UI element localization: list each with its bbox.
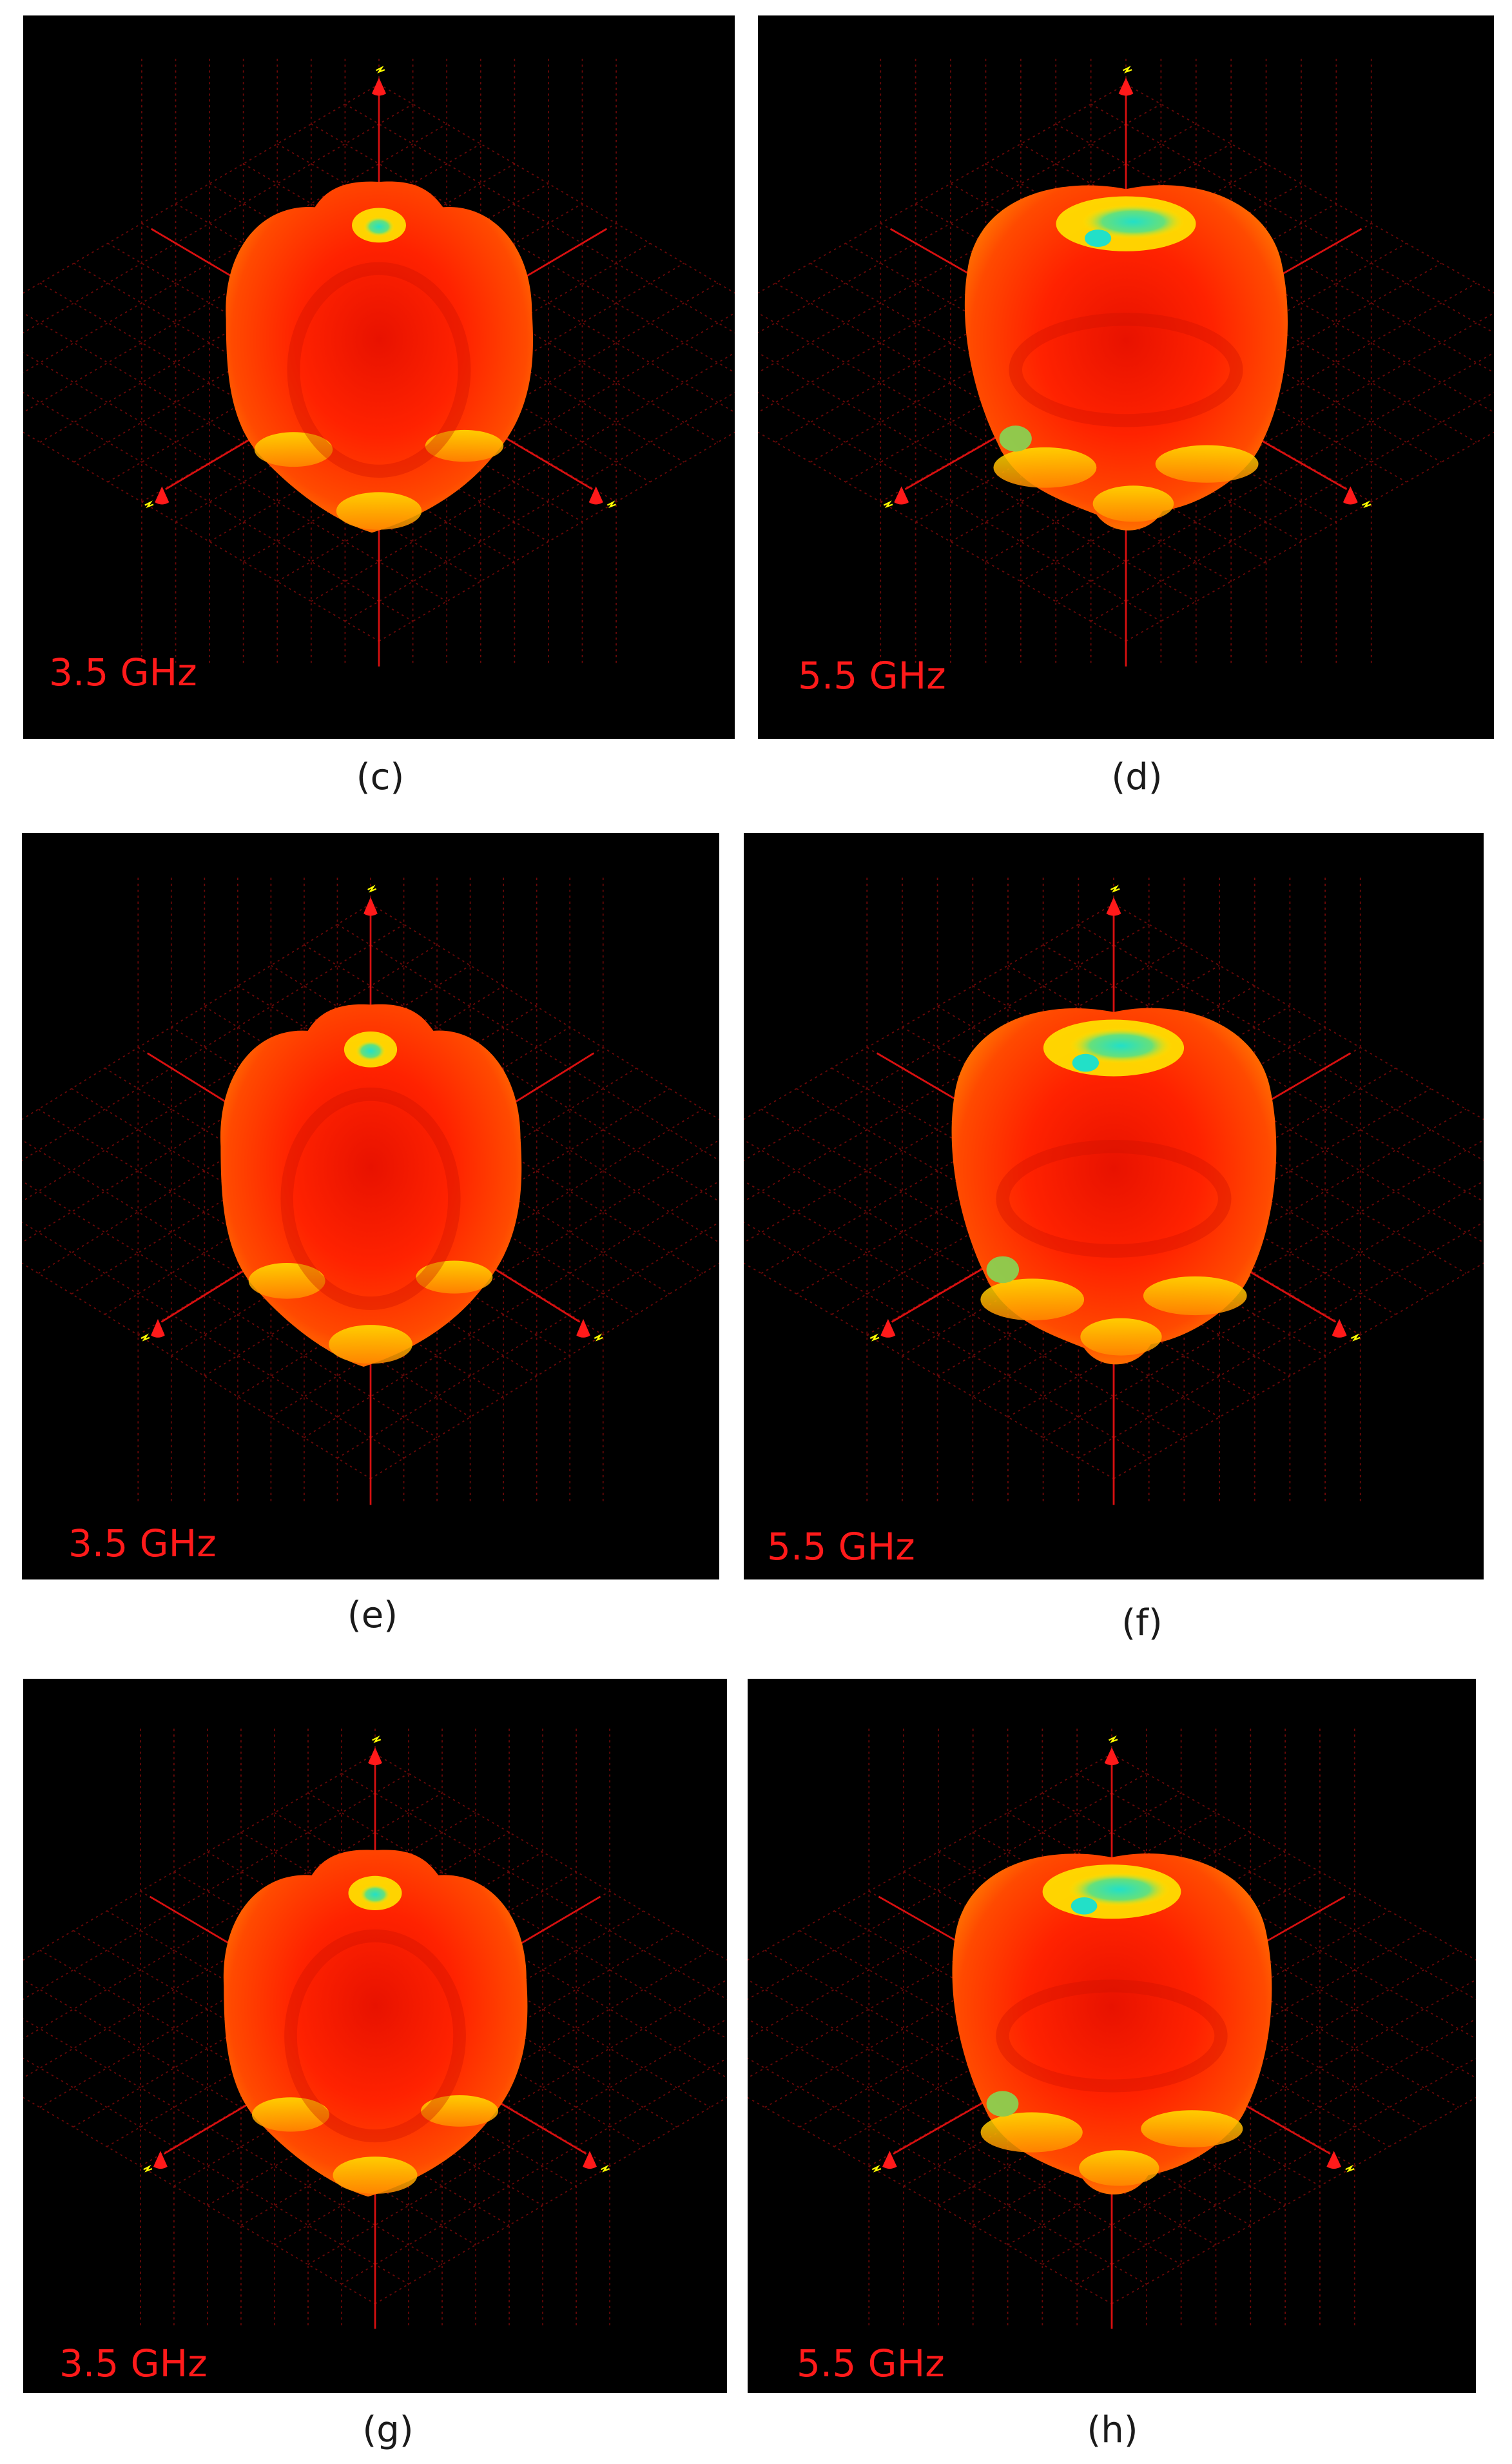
- axis-tip-label: [141, 1333, 150, 1342]
- radiation-pattern-3d-e: [22, 877, 719, 1505]
- radiation-pattern-3d-f: [744, 877, 1484, 1505]
- axis-tip-label: [1345, 2164, 1355, 2173]
- caption-c: (c): [356, 756, 405, 798]
- axis-tip-label: [869, 1333, 880, 1342]
- axis-tip-label: [883, 500, 893, 509]
- caption-e: (e): [347, 1594, 398, 1636]
- frequency-label: 5.5 GHz: [798, 654, 946, 698]
- pattern-body: [220, 1004, 522, 1367]
- axis-tip-marker: [155, 486, 170, 505]
- pattern-null-region: [1056, 196, 1196, 251]
- axis-tip-label: [1362, 500, 1371, 509]
- axis-tip-label: [372, 1735, 382, 1743]
- panel-d: 5.5 GHz: [758, 15, 1494, 739]
- axis-tip-marker: [1106, 897, 1121, 916]
- pattern-rim: [254, 429, 504, 530]
- caption-f: (f): [1121, 1602, 1163, 1644]
- pattern-null-region: [348, 1875, 402, 1910]
- pattern-rim: [251, 2095, 499, 2194]
- radiation-pattern-3d-h: [748, 1728, 1476, 2329]
- pattern-rim: [980, 2091, 1243, 2186]
- pattern-body: [964, 185, 1288, 531]
- panel-h: 5.5 GHz: [748, 1679, 1476, 2393]
- axis-tip-marker: [371, 77, 387, 96]
- axis-tip-marker: [1118, 77, 1134, 96]
- axis-tip-label: [871, 2164, 882, 2173]
- pattern-body: [951, 1008, 1277, 1365]
- axis-tip-marker: [1342, 486, 1358, 505]
- pattern-body: [226, 181, 534, 533]
- axis-tip-marker: [880, 1318, 896, 1338]
- frequency-label: 3.5 GHz: [49, 650, 197, 694]
- panel-f: 5.5 GHz: [744, 833, 1484, 1579]
- frequency-label: 5.5 GHz: [767, 1525, 915, 1569]
- axis-tip-label: [594, 1333, 603, 1342]
- axis-tip-marker: [1326, 2151, 1341, 2169]
- axis-tip-marker: [1332, 1318, 1347, 1338]
- axis-tip-label: [1350, 1333, 1361, 1342]
- frequency-label: 3.5 GHz: [68, 1521, 217, 1565]
- axis-tip-marker: [1104, 1747, 1119, 1766]
- caption-h: (h): [1087, 2409, 1138, 2451]
- axis-tip-label: [143, 2164, 153, 2173]
- axis-tip-marker: [363, 897, 378, 916]
- pattern-body: [952, 1853, 1272, 2195]
- axis-tip-label: [1108, 1735, 1118, 1743]
- axis-tip-marker: [588, 486, 603, 505]
- axis-tip-marker: [151, 1318, 165, 1338]
- pattern-null-region: [344, 1032, 398, 1068]
- axis-tip-label: [1122, 65, 1132, 73]
- axis-tip-label: [144, 500, 154, 509]
- axis-tip-label: [601, 2164, 610, 2173]
- pattern-null-region: [352, 208, 406, 243]
- axis-tip-marker: [576, 1318, 590, 1338]
- axis-tip-marker: [894, 486, 909, 505]
- radiation-pattern-3d-g: [23, 1728, 727, 2329]
- frequency-label: 3.5 GHz: [59, 2342, 208, 2385]
- pattern-rim: [993, 425, 1259, 522]
- caption-d: (d): [1111, 756, 1163, 798]
- pattern-rim: [980, 1256, 1247, 1356]
- axis-tip-label: [367, 885, 377, 893]
- axis-tip-marker: [583, 2151, 597, 2169]
- axis-tip-label: [606, 500, 617, 509]
- axis-tip-marker: [882, 2151, 897, 2169]
- radiation-pattern-3d-d: [758, 59, 1494, 667]
- panel-g: 3.5 GHz: [23, 1679, 727, 2393]
- pattern-null-region: [1042, 1864, 1181, 1919]
- axis-tip-label: [1110, 885, 1120, 893]
- pattern-null-region: [1043, 1019, 1185, 1077]
- panel-c: 3.5 GHz: [23, 15, 735, 739]
- radiation-pattern-3d-c: [23, 59, 735, 667]
- pattern-rim: [248, 1260, 493, 1364]
- frequency-label: 5.5 GHz: [797, 2342, 945, 2385]
- caption-g: (g): [362, 2409, 414, 2451]
- axis-tip-label: [376, 65, 385, 73]
- axis-tip-marker: [153, 2151, 168, 2169]
- axis-tip-marker: [368, 1747, 382, 1766]
- pattern-body: [223, 1850, 528, 2197]
- panel-e: 3.5 GHz: [22, 833, 719, 1579]
